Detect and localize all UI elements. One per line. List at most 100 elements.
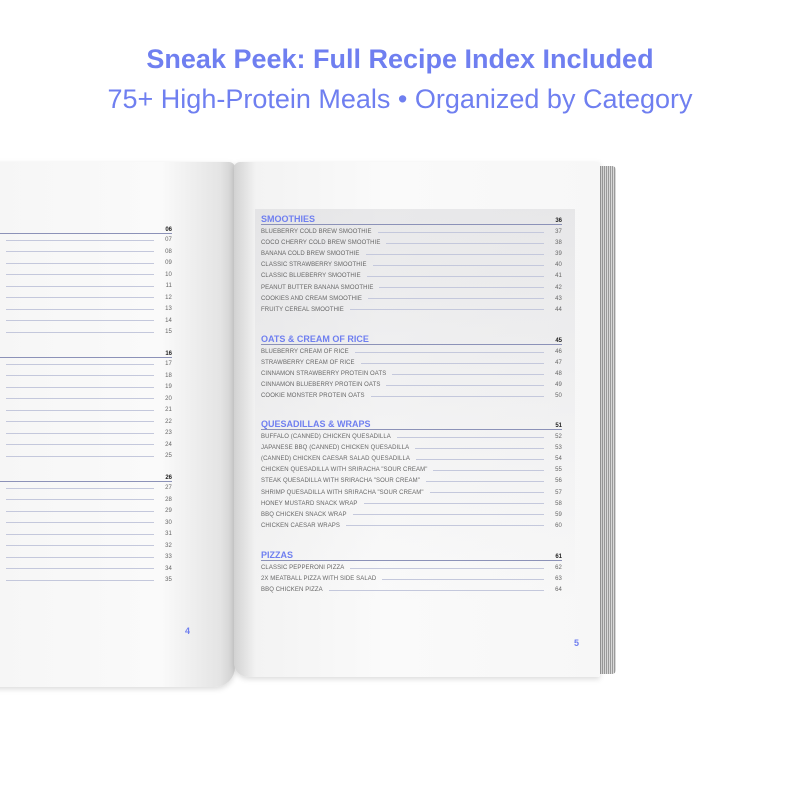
entry-page: 09 <box>165 260 172 266</box>
leader-line <box>392 373 544 375</box>
recipe-name: Peanut Butter Banana Smoothie <box>261 284 374 291</box>
left-index-row: 10 <box>0 270 172 280</box>
entry-page: 20 <box>165 395 172 402</box>
section-header: SMOOTHIES 36 <box>261 212 562 225</box>
left-index-row: 32 <box>0 541 172 551</box>
section-title: PIZZAS <box>261 550 294 560</box>
index-panel <box>255 209 575 600</box>
recipe-page: 38 <box>555 240 562 247</box>
leader-line <box>372 264 544 266</box>
entry-page: 24 <box>165 441 172 448</box>
index-row: Peanut Butter Banana Smoothie 42 <box>261 283 562 293</box>
entry-page: 25 <box>165 453 172 459</box>
left-page-number: 4 <box>185 626 191 636</box>
entry-page: 10 <box>165 271 172 278</box>
leader-line <box>354 351 544 353</box>
left-index-row: 12 <box>0 293 172 303</box>
index-row: Banana Cold Brew Smoothie 39 <box>261 249 562 259</box>
recipe-name: Blueberry Cream of Rice <box>261 349 349 355</box>
entry-page: 29 <box>165 508 172 514</box>
index-row: Steak Quesadilla with Sriracha "Sour Cre… <box>261 476 562 486</box>
recipe-name: Buffalo (Canned) Chicken Quesadilla <box>261 434 391 440</box>
leader-line <box>6 274 154 275</box>
leader-line <box>360 362 544 364</box>
index-row: Chicken Caesar Wraps 60 <box>261 521 562 531</box>
recipe-page: 57 <box>555 489 562 496</box>
leader-line <box>6 363 154 365</box>
recipe-page: 62 <box>555 565 562 571</box>
recipe-page: 41 <box>555 273 562 280</box>
recipe-name: Coco Cherry Cold Brew Smoothie <box>261 240 381 247</box>
recipe-page: 55 <box>555 467 562 474</box>
index-row: Classic Blueberry Smoothie 41 <box>261 271 562 281</box>
left-index-row: 14 <box>0 316 172 326</box>
leader-line <box>6 432 154 434</box>
recipe-page: 49 <box>555 382 562 389</box>
leader-line <box>349 309 544 311</box>
recipe-page: 58 <box>555 500 562 507</box>
headline: Sneak Peek: Full Recipe Index Included <box>146 44 654 74</box>
entry-page: 18 <box>165 372 172 379</box>
recipe-page: 54 <box>555 456 562 463</box>
recipe-page: 44 <box>555 306 562 313</box>
recipe-name: 2x Meatball Pizza with Side Salad <box>261 576 377 583</box>
leader-line <box>6 444 154 445</box>
leader-line <box>6 545 154 546</box>
leader-line <box>6 239 154 241</box>
recipe-name: Steak Quesadilla with Sriracha "Sour Cre… <box>261 478 420 485</box>
left-index-row: 30 <box>0 518 172 528</box>
leader-line <box>6 579 154 581</box>
section-page: 06 <box>165 227 172 233</box>
index-row: Classic Pepperoni Pizza 62 <box>261 563 562 573</box>
leader-line <box>6 262 154 264</box>
leader-line <box>6 251 154 252</box>
recipe-name: Classic Blueberry Smoothie <box>261 273 361 280</box>
recipe-page: 64 <box>555 587 562 594</box>
leader-line <box>6 398 154 399</box>
left-page <box>0 162 235 687</box>
recipe-page: 53 <box>555 445 562 452</box>
entry-page: 31 <box>165 531 172 537</box>
left-index-row: 09 <box>0 258 172 268</box>
left-index-row: 19 <box>0 382 172 392</box>
leader-line <box>396 436 544 438</box>
recipe-page: 40 <box>555 262 562 269</box>
leader-line <box>363 503 544 505</box>
left-index-row: 29 <box>0 506 172 516</box>
leader-line <box>415 447 544 449</box>
entry-page: 12 <box>165 294 172 301</box>
index-row: Strawberry Cream of Rice 47 <box>261 358 562 368</box>
section-title: QUESADILLAS & WRAPS <box>261 419 371 429</box>
leader-line <box>6 285 154 287</box>
leader-line <box>379 287 544 288</box>
left-index-row: 13 <box>0 304 172 314</box>
left-index-row: 20 <box>0 394 172 404</box>
left-index-row: 18 <box>0 371 172 381</box>
recipe-page: 42 <box>555 284 562 291</box>
recipe-name: Blueberry Cold Brew Smoothie <box>261 229 372 235</box>
section-header: PIZZAS 61 <box>261 548 562 561</box>
recipe-name: Cinnamon Blueberry Protein Oats <box>261 382 381 389</box>
entry-page: 27 <box>165 485 172 491</box>
section-page: 26 <box>165 475 172 481</box>
leader-line <box>386 384 544 386</box>
entry-page: 14 <box>165 317 172 324</box>
index-row: BBQ Chicken Snack Wrap 59 <box>261 510 562 520</box>
leader-line <box>429 492 544 493</box>
recipe-page: 60 <box>555 522 562 529</box>
index-row: Classic Strawberry Smoothie 40 <box>261 260 562 270</box>
index-row: Japanese BBQ (Canned) Chicken Quesadilla… <box>261 443 562 453</box>
section-header: OATS & CREAM OF RICE 45 <box>261 332 562 345</box>
left-index-row: 21 <box>0 405 172 415</box>
recipe-name: BBQ Chicken Pizza <box>261 587 323 594</box>
right-page <box>234 162 600 677</box>
section-page: 36 <box>555 218 562 224</box>
recipe-name: Classic Pepperoni Pizza <box>261 565 345 571</box>
entry-page: 07 <box>165 237 172 243</box>
leader-line <box>6 533 154 535</box>
section-title: SMOOTHIES <box>261 214 316 224</box>
left-index-row: 23 <box>0 428 172 438</box>
leader-line <box>6 331 154 333</box>
recipe-name: Shrimp Quesadilla with Sriracha "Sour Cr… <box>261 489 424 496</box>
recipe-name: Banana Cold Brew Smoothie <box>261 251 360 258</box>
